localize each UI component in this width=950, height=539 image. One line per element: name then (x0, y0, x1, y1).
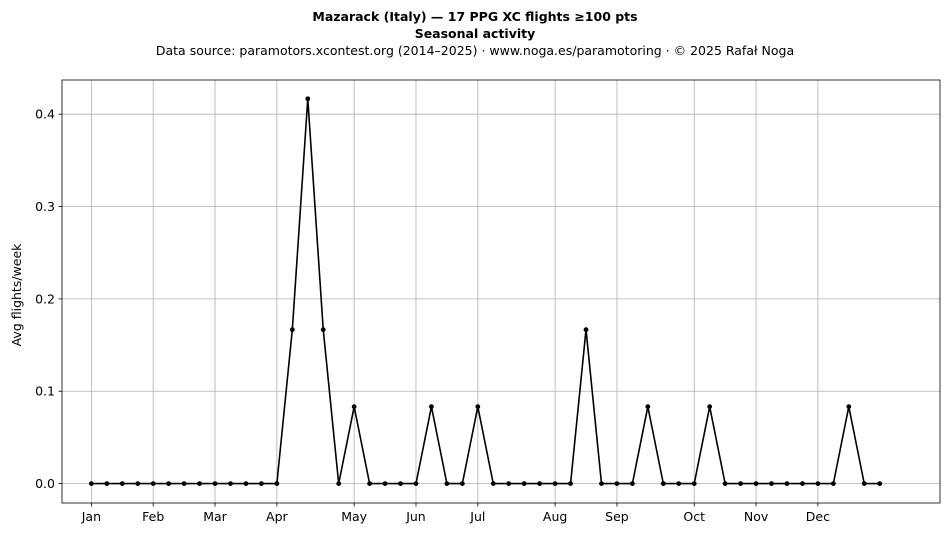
y-tick-label: 0.4 (35, 107, 55, 122)
x-tick-label: May (341, 509, 367, 524)
x-tick-label: Jan (81, 509, 101, 524)
data-point (274, 481, 280, 487)
axes (61, 79, 941, 504)
data-point (552, 481, 558, 487)
data-point (583, 327, 589, 333)
y-tick-label: 0.0 (35, 476, 55, 491)
data-point (691, 481, 697, 487)
data-point (877, 481, 883, 487)
x-tick-label: Feb (142, 509, 164, 524)
data-point (660, 481, 666, 487)
data-point (444, 481, 450, 487)
data-point (800, 481, 805, 487)
data-point (119, 481, 125, 487)
x-tick-label: Aug (543, 509, 567, 524)
data-point (784, 481, 790, 487)
data-point (614, 481, 620, 487)
data-point (228, 481, 233, 487)
data-point (243, 481, 249, 487)
y-tick-label: 0.3 (35, 199, 55, 214)
y-tick-label: 0.1 (35, 384, 55, 399)
data-point (429, 404, 434, 410)
data-point (830, 481, 836, 487)
data-point (459, 481, 465, 487)
x-tick-label: Jul (469, 509, 485, 524)
y-axis-label: Avg flights/week (9, 243, 24, 347)
data-point (135, 481, 141, 487)
y-axis-ticks: 0.0 0.1 0.2 0.3 0.4 (35, 107, 62, 491)
data-point (521, 481, 527, 487)
series-line-path (91, 97, 880, 485)
x-tick-label: Mar (203, 509, 227, 524)
data-point (629, 481, 635, 487)
x-tick-label: Dec (806, 509, 830, 524)
data-point (212, 481, 218, 487)
x-axis-ticks: Jan Feb Mar Apr May Jun Jul Aug Sep Oct Nov Dec (81, 503, 830, 524)
y-tick-label: 0.2 (35, 291, 55, 306)
x-tick-label: Jun (405, 509, 426, 524)
data-point (413, 481, 419, 487)
data-point (150, 481, 156, 487)
data-point (289, 327, 295, 333)
data-point (259, 481, 264, 487)
data-point (305, 96, 311, 102)
data-source-caption: Data source: paramotors.xcontest.org (20… (155, 43, 795, 58)
series-points (88, 96, 883, 487)
x-tick-label: Oct (683, 509, 705, 524)
data-point (336, 481, 342, 487)
data-point (398, 481, 403, 487)
data-point (568, 481, 573, 487)
data-point (166, 481, 172, 487)
data-point (320, 327, 326, 333)
data-point (490, 481, 496, 487)
grid-lines (62, 80, 940, 503)
data-point (537, 481, 543, 487)
chart-title: Mazarack (Italy) — 17 PPG XC flights ≥10… (312, 9, 638, 24)
data-point (676, 481, 682, 487)
data-point (753, 481, 759, 487)
data-point (769, 481, 774, 487)
data-point (645, 404, 651, 410)
data-point (351, 404, 357, 410)
data-point (861, 481, 867, 487)
data-point (197, 481, 202, 487)
data-point (88, 481, 94, 487)
data-point (181, 481, 187, 487)
data-point (382, 481, 388, 487)
x-tick-label: Apr (266, 509, 288, 524)
data-point (475, 404, 481, 410)
data-point (506, 481, 512, 487)
data-point (599, 481, 604, 487)
data-point (367, 481, 373, 487)
x-tick-label: Nov (744, 509, 769, 524)
x-tick-label: Sep (605, 509, 629, 524)
chart-subtitle: Seasonal activity (414, 26, 536, 41)
plot-frame (61, 79, 941, 504)
data-point (846, 404, 852, 410)
series-line (91, 97, 880, 485)
data-point (815, 481, 821, 487)
data-point (738, 481, 743, 487)
data-point (707, 404, 713, 410)
data-point (722, 481, 728, 487)
data-point (104, 481, 110, 487)
